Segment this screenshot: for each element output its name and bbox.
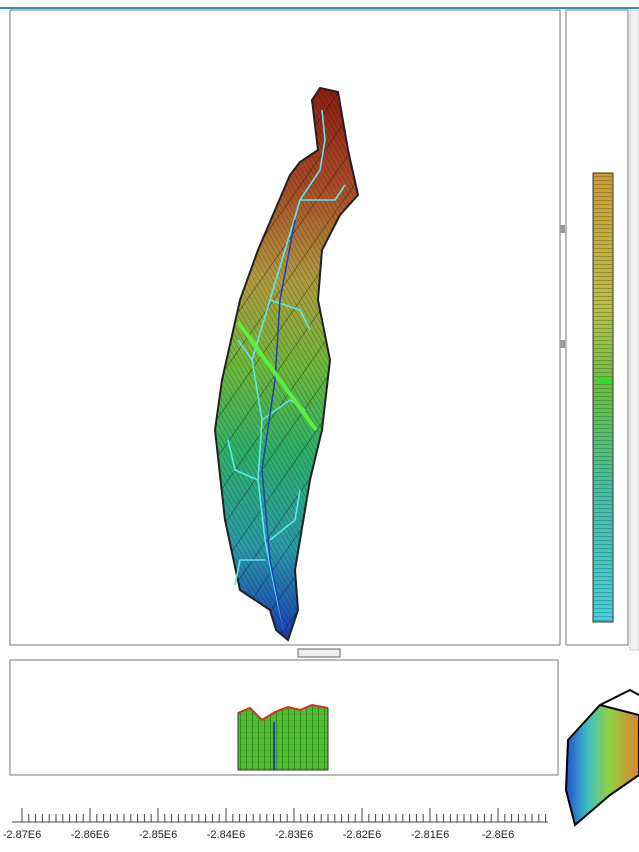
watershed-outline	[213, 86, 360, 642]
column-hatch	[593, 173, 613, 622]
splitter-handle[interactable]	[297, 648, 341, 658]
ruler-label: -2.84E6	[207, 829, 246, 841]
stream	[251, 109, 326, 631]
stream	[269, 489, 301, 541]
ruler-label: -2.82E6	[343, 829, 382, 841]
model-3d-edge	[599, 688, 639, 706]
ruler-label: -2.86E6	[71, 829, 110, 841]
ruler-label: -2.87E6	[3, 829, 42, 841]
stream	[234, 559, 265, 586]
model-3d	[564, 703, 639, 827]
section-grid	[238, 705, 328, 770]
ruler-label: -2.83E6	[275, 829, 314, 841]
ruler-label: -2.81E6	[411, 829, 450, 841]
cross-section-line[interactable]	[236, 320, 318, 432]
stream	[237, 339, 253, 361]
main-channel	[261, 219, 296, 631]
ruler-label: -2.85E6	[139, 829, 178, 841]
splitter-arrow[interactable]	[560, 340, 565, 348]
stream	[227, 439, 259, 481]
section-top	[237, 703, 329, 722]
stream	[300, 184, 346, 201]
ruler-label: -2.8E6	[482, 829, 514, 841]
ruler: -2.87E6 -2.86E6 -2.85E6 -2.84E6 -2.83E6 -2.82…	[3, 808, 548, 841]
streams	[227, 109, 346, 631]
scrollbar[interactable]	[629, 9, 639, 651]
column-marker	[597, 378, 611, 384]
splitter-arrow[interactable]	[560, 225, 565, 233]
